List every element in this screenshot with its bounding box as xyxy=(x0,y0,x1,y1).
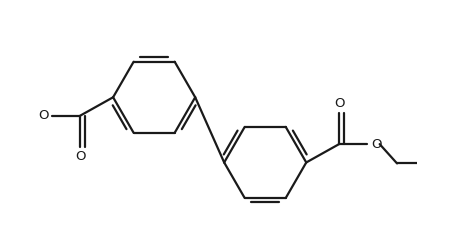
Text: O: O xyxy=(334,97,344,110)
Text: O: O xyxy=(371,138,382,151)
Text: O: O xyxy=(75,150,86,163)
Text: O: O xyxy=(38,109,49,122)
